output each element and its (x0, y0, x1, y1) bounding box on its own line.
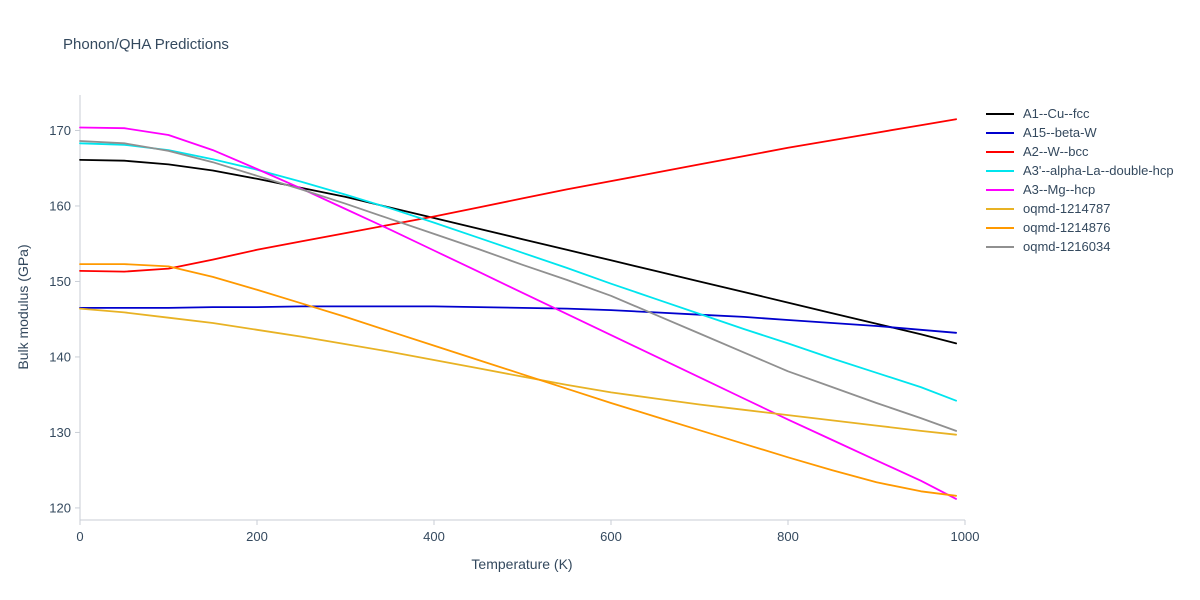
legend-label: A3--Mg--hcp (1023, 182, 1096, 197)
legend-line-swatch (986, 169, 1014, 172)
legend-line-swatch (986, 112, 1014, 115)
legend-item: A3'--alpha-La--double-hcp (986, 163, 1174, 178)
chart-title: Phonon/QHA Predictions (63, 36, 229, 53)
legend-item: oqmd-1216034 (986, 239, 1174, 254)
legend: A1--Cu--fcc A15--beta-W A2--W--bcc A3'--alp… (986, 106, 1174, 254)
y-tick-label: 140 (49, 349, 71, 364)
series-line-a3-mg-hcp (79, 126, 957, 500)
legend-line-swatch (986, 226, 1014, 229)
series-line-oqmd-1216034 (79, 140, 957, 432)
legend-label: oqmd-1214787 (1023, 201, 1111, 216)
series-line-oqmd-1214876 (79, 263, 957, 497)
legend-line-swatch (986, 207, 1014, 210)
x-tick-label: 1000 (951, 529, 980, 544)
legend-item: A1--Cu--fcc (986, 106, 1174, 121)
series-line-a15-beta-w (79, 305, 957, 334)
series-line-a2-w-bcc (79, 118, 957, 273)
legend-label: A1--Cu--fcc (1023, 106, 1090, 121)
legend-item: oqmd-1214876 (986, 220, 1174, 235)
legend-line-swatch (986, 245, 1014, 248)
legend-label: oqmd-1216034 (1023, 239, 1111, 254)
x-tick-label: 600 (600, 529, 622, 544)
y-axis-label: Bulk modulus (GPa) (15, 244, 31, 370)
series-line-a1-cu-fcc (79, 158, 957, 345)
legend-item: oqmd-1214787 (986, 201, 1174, 216)
legend-item: A3--Mg--hcp (986, 182, 1174, 197)
legend-line-swatch (986, 188, 1014, 191)
series-line-a3-alpha-la-double-hcp (79, 142, 957, 402)
y-tick-label: 120 (49, 500, 71, 515)
legend-label: A2--W--bcc (1023, 144, 1089, 159)
x-tick-label: 200 (246, 529, 268, 544)
legend-line-swatch (986, 131, 1014, 134)
y-tick-label: 130 (49, 425, 71, 440)
x-tick-label: 0 (76, 529, 83, 544)
x-tick-label: 400 (423, 529, 445, 544)
x-tick-label: 800 (777, 529, 799, 544)
legend-line-swatch (986, 150, 1014, 153)
legend-label: A15--beta-W (1023, 125, 1097, 140)
y-tick-label: 160 (49, 198, 71, 213)
legend-label: oqmd-1214876 (1023, 220, 1111, 235)
legend-label: A3'--alpha-La--double-hcp (1023, 163, 1174, 178)
y-tick-label: 150 (49, 274, 71, 289)
x-axis-label: Temperature (K) (471, 556, 573, 572)
y-tick-label: 170 (49, 123, 71, 138)
legend-item: A15--beta-W (986, 125, 1174, 140)
legend-item: A2--W--bcc (986, 144, 1174, 159)
series-line-oqmd-1214787 (79, 307, 957, 436)
